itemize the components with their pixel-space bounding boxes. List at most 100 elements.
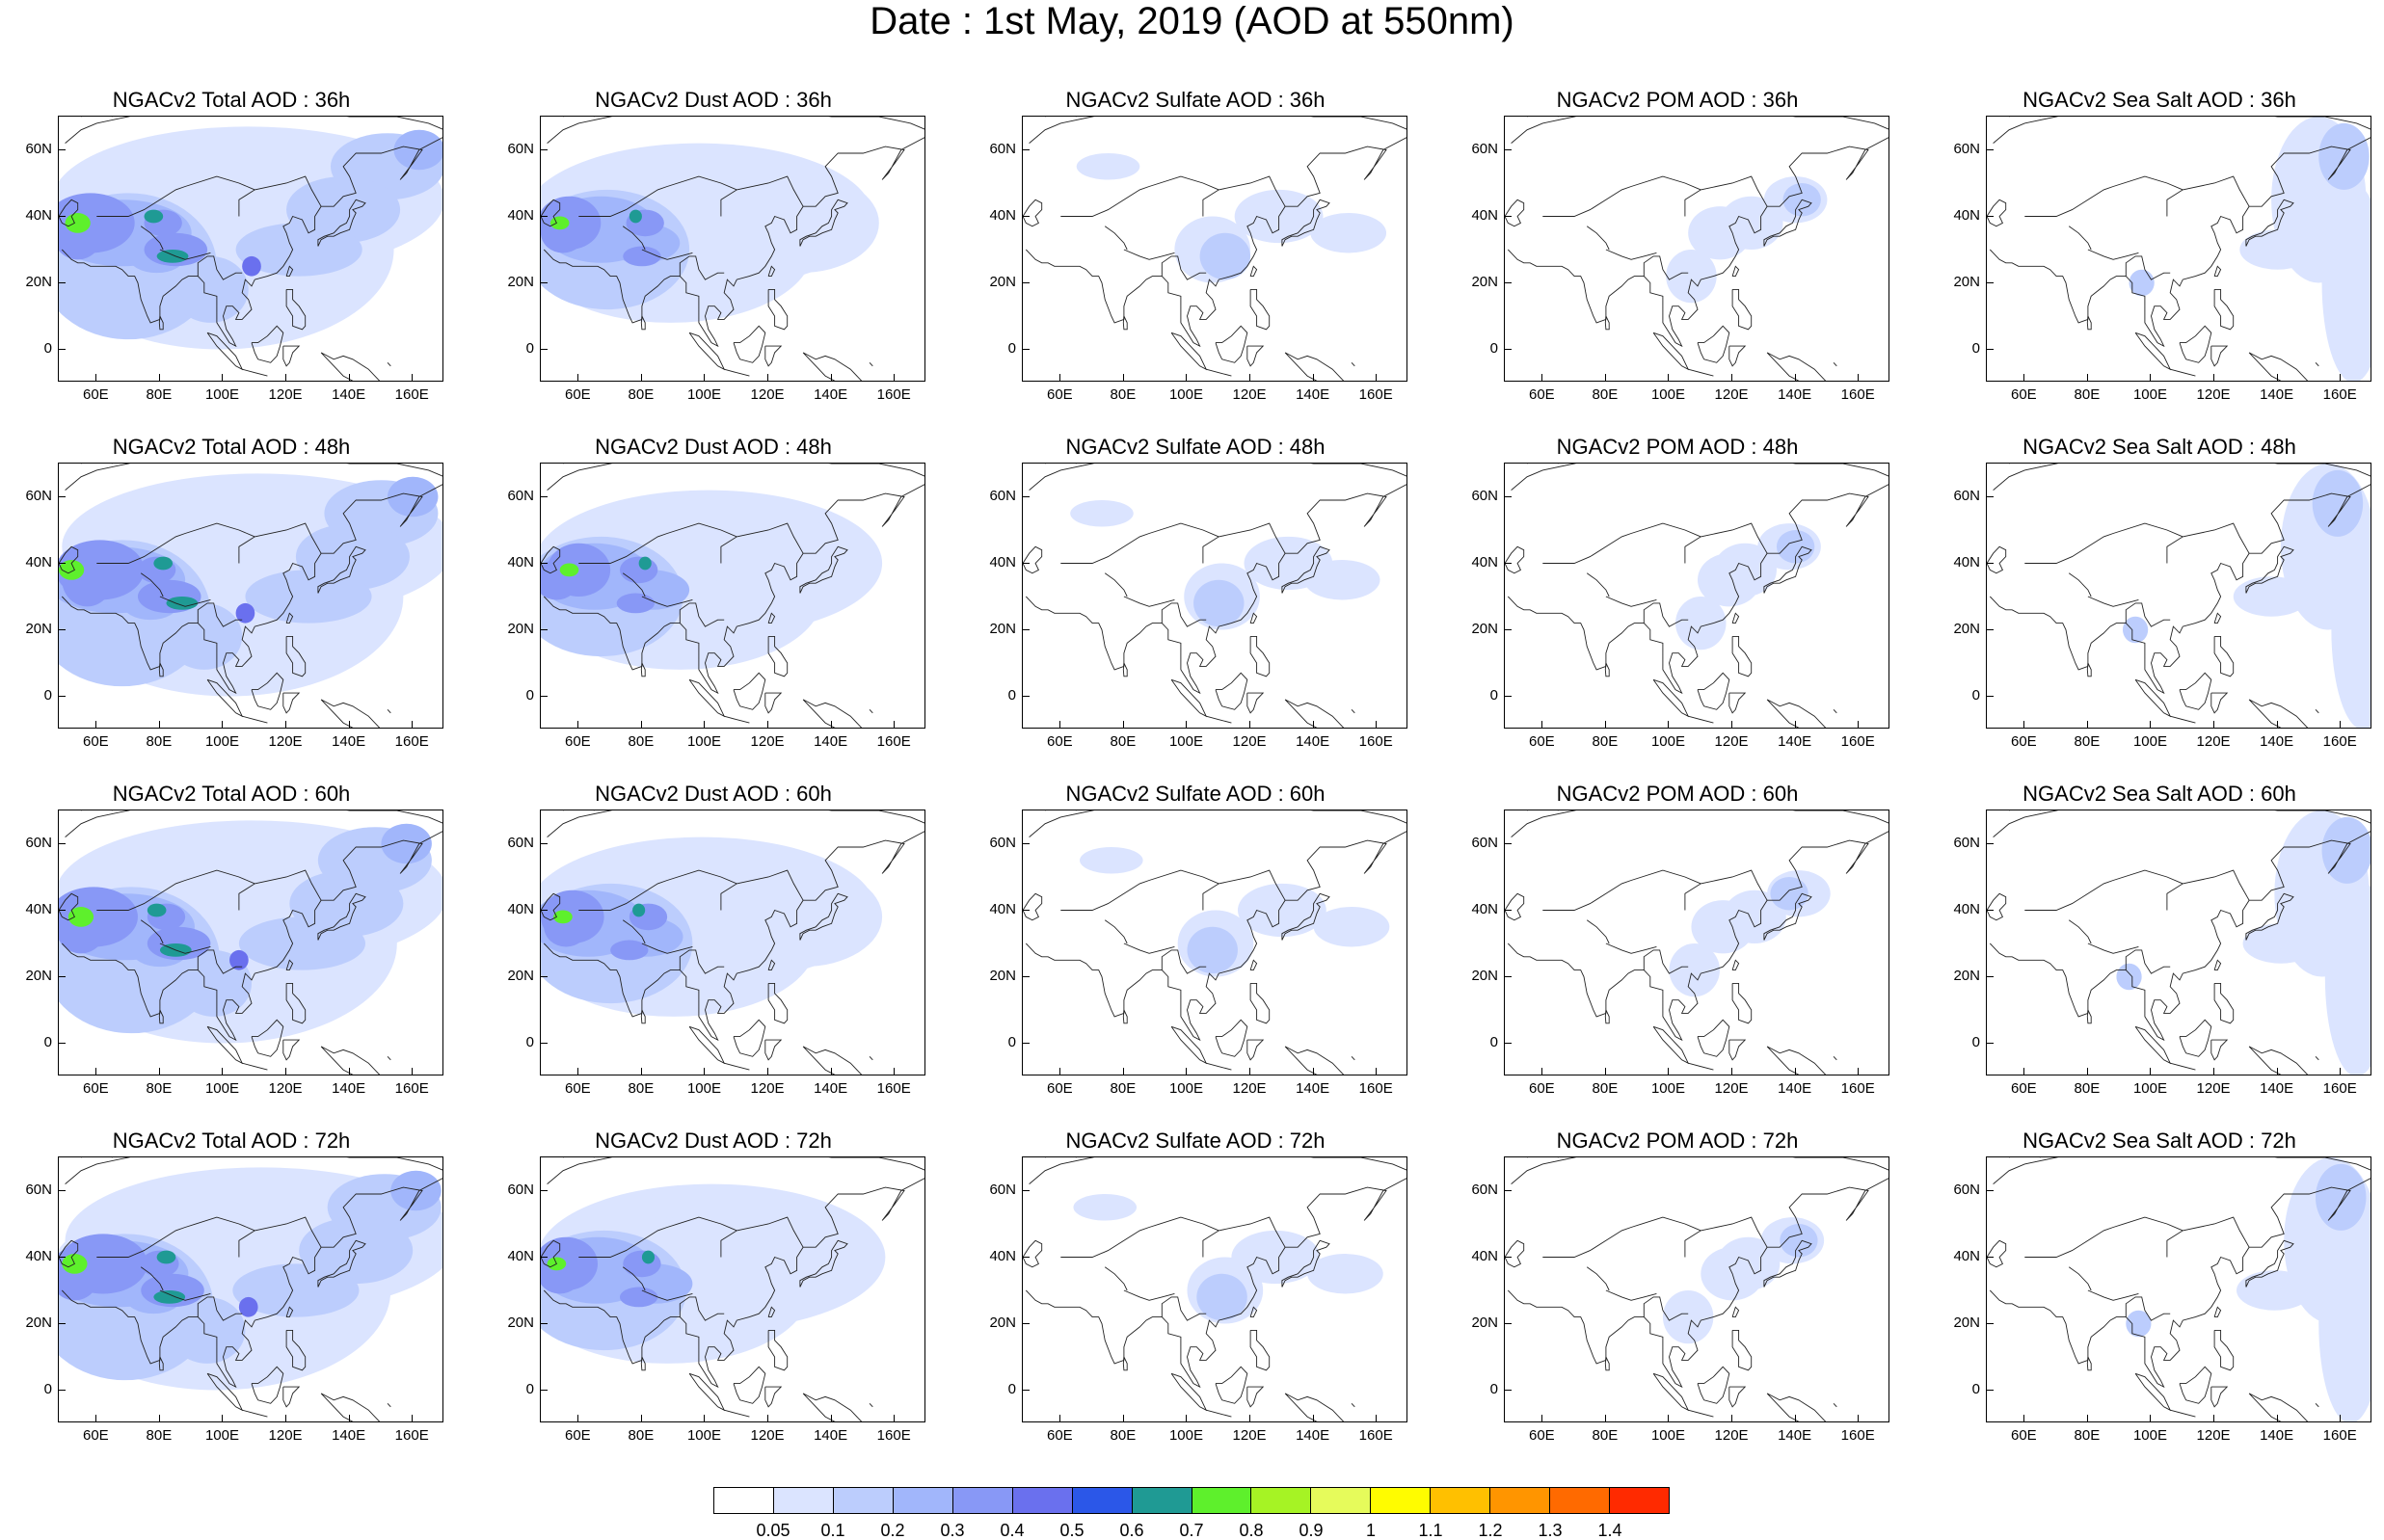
map-plot-area <box>1986 1156 2371 1422</box>
aod-contour-fill <box>1776 530 1815 564</box>
lon-tick-label: 100E <box>2132 1080 2167 1097</box>
lon-tick <box>2340 1415 2342 1422</box>
lon-tick <box>2023 721 2025 729</box>
lon-tick <box>640 374 642 382</box>
aod-contour-fill <box>714 519 873 621</box>
coastline <box>1688 1062 1714 1071</box>
panel-title: NGACv2 Sulfate AOD : 72h <box>1065 1128 1326 1153</box>
lon-tick-label: 140E <box>814 733 848 750</box>
colorbar-label: 0.8 <box>1239 1521 1264 1540</box>
coastline <box>2248 352 2309 381</box>
lat-tick <box>1022 628 1030 630</box>
lat-tick-label: 0 <box>43 686 52 704</box>
coastline <box>1511 810 1888 837</box>
coastline <box>1170 1372 1208 1412</box>
lat-tick <box>1022 348 1030 350</box>
lat-tick-label: 0 <box>1489 1033 1498 1050</box>
lon-tick <box>1731 721 1733 729</box>
lat-tick-label: 20N <box>989 273 1016 290</box>
coastline <box>251 325 284 363</box>
coastline <box>767 1306 776 1318</box>
coastline <box>1652 1372 1690 1412</box>
coastline <box>541 199 561 227</box>
map-plot-area <box>1986 810 2371 1075</box>
coastline <box>1643 602 1689 627</box>
colorbar-swatch <box>714 1488 774 1513</box>
panel-title: NGACv2 Sea Salt AOD : 36h <box>2022 88 2296 112</box>
lon-tick <box>1668 374 1670 382</box>
coastline <box>1029 117 1406 144</box>
colorbar-label: 0.5 <box>1059 1521 1085 1540</box>
coastline <box>679 602 725 627</box>
lon-tick-label: 120E <box>2196 1080 2231 1097</box>
lat-tick <box>1986 1042 1994 1044</box>
lon-tick <box>1312 1068 1314 1075</box>
coastline <box>543 137 924 348</box>
coastline <box>61 484 442 695</box>
lon-tick-label: 140E <box>1296 386 1330 403</box>
lon-tick-label: 60E <box>82 386 109 403</box>
lat-tick-label: 20N <box>1471 967 1498 984</box>
lon-tick-label: 80E <box>628 1427 655 1444</box>
aod-contour-fill <box>641 1250 656 1264</box>
coastline <box>547 464 924 491</box>
coastline <box>1987 199 2007 227</box>
aod-field-map <box>1505 464 1888 728</box>
coastline <box>1763 545 1812 594</box>
aod-contour-fill <box>67 907 94 927</box>
colorbar-swatch <box>1132 1488 1192 1513</box>
coastline <box>59 1239 79 1268</box>
lat-tick-label: 0 <box>1971 1033 1980 1050</box>
lat-tick-label: 40N <box>507 553 534 571</box>
map-panel-total-72h: NGACv2 Total AOD : 72h 60N 40N 20N 0 60E 80E 10… <box>0 1129 463 1447</box>
coastline <box>2315 708 2319 714</box>
coastline <box>1202 869 1286 911</box>
lat-tick <box>58 909 66 911</box>
lat-tick-label: 0 <box>1007 339 1016 357</box>
colorbar-swatch <box>893 1488 953 1513</box>
coastline <box>2068 919 2092 944</box>
coastline <box>2166 1216 2250 1258</box>
lat-tick-label: 60N <box>1953 834 1980 851</box>
lon-tick-label: 160E <box>394 1427 429 1444</box>
lat-tick-label: 60N <box>1471 140 1498 157</box>
lat-tick <box>540 842 548 844</box>
lon-tick <box>412 1068 414 1075</box>
lat-tick <box>58 495 66 497</box>
coastline <box>1351 708 1355 714</box>
map-panel-pom-72h: NGACv2 POM AOD : 72h 60N 40N 20N 0 60E 80E 100E… <box>1446 1129 1909 1447</box>
lat-tick-label: 20N <box>1471 620 1498 637</box>
lat-tick <box>58 695 66 697</box>
coastline <box>2213 982 2235 1024</box>
map-plot-area <box>58 1156 443 1422</box>
coastline <box>1731 288 1753 331</box>
lon-tick <box>1668 721 1670 729</box>
aod-contour-fill <box>147 903 167 917</box>
coastline <box>1122 315 1128 331</box>
coastline <box>2245 199 2294 247</box>
lon-tick <box>830 374 832 382</box>
lon-tick-label: 100E <box>204 1427 239 1444</box>
map-plot-area <box>1504 116 1889 382</box>
lon-tick-label: 140E <box>814 386 848 403</box>
lon-tick <box>2150 1415 2152 1422</box>
aod-contour-fill <box>1076 152 1140 180</box>
lon-tick-label: 80E <box>1592 1080 1619 1097</box>
aod-contour-fill <box>2237 1270 2313 1311</box>
lon-tick-label: 140E <box>814 1427 848 1444</box>
lat-tick-label: 40N <box>1953 1247 1980 1264</box>
coastline <box>2125 602 2171 627</box>
lon-tick <box>767 721 769 729</box>
coastline <box>2024 869 2183 911</box>
coastline <box>767 288 789 331</box>
lat-tick <box>540 348 548 350</box>
coastline <box>1605 1289 1657 1301</box>
lat-tick-label: 40N <box>989 553 1016 571</box>
colorbar-label: 0.1 <box>820 1521 845 1540</box>
panel-title: NGACv2 Dust AOD : 36h <box>595 88 832 112</box>
lat-tick <box>58 562 66 564</box>
map-plot-area <box>58 810 443 1075</box>
lon-tick-label: 60E <box>564 1080 591 1097</box>
coastline <box>1987 545 2007 574</box>
lon-tick-label: 60E <box>564 1427 591 1444</box>
